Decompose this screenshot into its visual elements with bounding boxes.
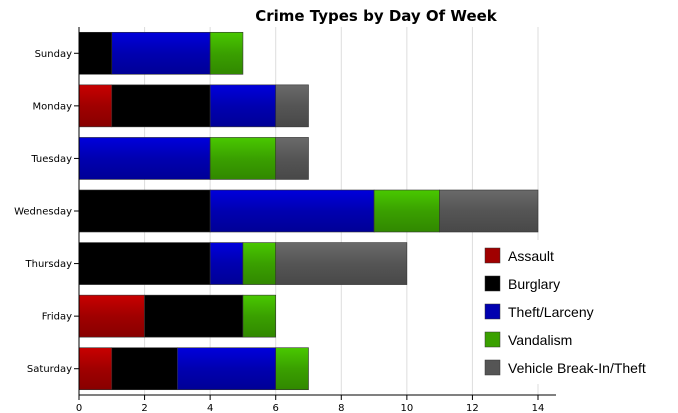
x-tick-label-6: 6 [273,403,279,413]
y-tick-label-monday: Monday [33,101,73,112]
legend-label-vandalism: Vandalism [508,332,572,348]
legend-label-theft-larceny: Theft/Larceny [508,304,594,320]
bar-wednesday-vandalism [373,189,440,233]
bar-monday-vehicle-break-in-theft [275,84,309,128]
bars [78,31,539,391]
bar-monday-theft-larceny [209,84,277,128]
legend-swatch-burglary [484,275,501,292]
legend-swatch-theft-larceny [484,303,501,320]
chart-title: Crime Types by Day Of Week [255,7,498,25]
legend: Assault Burglary Theft/Larceny Vandalism Veh… [477,240,670,384]
bar-friday-assault [78,294,145,338]
bar-tuesday-vehicle-break-in-theft [275,137,309,180]
x-tick-label-4: 4 [207,403,213,413]
bar-saturday-vandalism [275,347,309,391]
bar-wednesday-vehicle-break-in-theft [439,189,539,233]
y-tick-label-tuesday: Tuesday [30,154,72,165]
bar-friday-vandalism [242,294,277,338]
bar-saturday-burglary [111,347,178,391]
legend-label-burglary: Burglary [508,276,560,292]
y-tick-label-saturday: Saturday [27,364,72,375]
legend-label-assault: Assault [508,248,554,264]
bar-thursday-burglary [78,242,211,285]
legend-swatch-assault [484,247,501,264]
bar-tuesday-vandalism [209,137,277,180]
bar-thursday-vandalism [242,242,277,285]
legend-label-vehicle-break-in-theft: Vehicle Break-In/Theft [508,360,646,376]
legend-swatch-vehicle-break-in-theft [484,359,501,376]
bar-wednesday-theft-larceny [209,189,375,233]
legend-swatch-vandalism [484,331,501,348]
bar-saturday-theft-larceny [177,347,277,391]
x-tick-label-8: 8 [338,403,344,413]
x-tick-label-0: 0 [76,403,82,413]
bar-sunday-vandalism [209,31,244,75]
bar-wednesday-burglary [78,189,211,233]
y-tick-label-thursday: Thursday [25,259,73,270]
y-tick-label-wednesday: Wednesday [14,207,72,218]
bar-thursday-vehicle-break-in-theft [275,242,408,285]
axes: Sunday Monday Tuesday Wednesday Thursday Frid… [14,27,556,413]
bar-tuesday-theft-larceny [78,137,211,180]
bar-friday-burglary [144,294,244,338]
bar-monday-burglary [111,84,211,128]
legend-background [477,240,670,384]
bar-monday-assault [78,84,113,128]
bar-sunday-theft-larceny [111,31,211,75]
y-tick-label-sunday: Sunday [35,49,72,60]
x-tick-label-12: 12 [466,403,479,413]
y-tick-label-friday: Friday [42,312,72,323]
bar-saturday-assault [78,347,113,391]
bar-sunday-burglary [78,31,113,75]
x-tick-label-10: 10 [400,403,413,413]
x-tick-label-14: 14 [532,403,545,413]
bar-thursday-theft-larceny [209,242,244,285]
x-tick-label-2: 2 [141,403,147,413]
